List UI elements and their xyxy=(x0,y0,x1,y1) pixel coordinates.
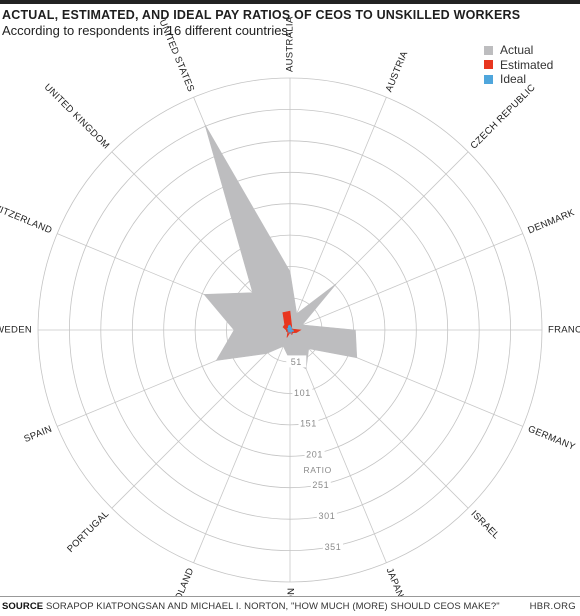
series-estimated-polygon xyxy=(282,310,302,338)
grid-ring xyxy=(163,203,417,457)
grid-ring xyxy=(100,140,480,520)
tick-layer: 51 101 151 201 251 301 351 RATIO xyxy=(286,355,343,553)
legend-label-estimated: Estimated xyxy=(500,57,554,72)
source-note: SOURCE SORAPOP KIATPONGSAN AND MICHAEL I… xyxy=(2,601,500,612)
category-label-united-states: UNITED STATES xyxy=(157,18,197,94)
tick-label-bg xyxy=(298,417,319,430)
footer-rule xyxy=(0,596,580,597)
tick-label-bg xyxy=(323,540,343,553)
category-label-denmark: DENMARK xyxy=(526,207,576,236)
category-label-austria: AUSTRIA xyxy=(384,49,411,94)
category-label-spain: SPAIN xyxy=(22,424,53,445)
legend-label-ideal: Ideal xyxy=(500,72,527,87)
legend-item-ideal: Ideal xyxy=(484,72,553,87)
category-label-japan: JAPAN xyxy=(384,566,406,596)
grid-ring xyxy=(194,234,386,426)
grid-ring xyxy=(131,171,449,489)
tick-label-bg xyxy=(292,386,313,399)
tick-label: 151 xyxy=(300,419,317,429)
legend-swatch-ideal xyxy=(484,74,493,84)
series-actual-polygon xyxy=(203,124,358,370)
tick-label: 351 xyxy=(325,542,342,552)
category-label-israel: ISRAEL xyxy=(468,509,501,542)
tick-label-bg xyxy=(316,509,337,522)
credit: HBR.ORG xyxy=(529,601,576,612)
tick-label: 101 xyxy=(294,388,311,398)
tick-label: 251 xyxy=(312,480,329,490)
tick-label-bg xyxy=(286,355,307,368)
radar-chart: 51 101 151 201 251 301 351 RATIO AUSTRALIA AUSTRI… xyxy=(0,16,580,596)
axis-title: RATIO xyxy=(304,465,332,475)
source-label: SOURCE xyxy=(2,601,44,612)
chart-subtitle: According to respondents in 16 different… xyxy=(2,23,292,38)
category-label-germany: GERMANY xyxy=(526,424,577,453)
tick-label-bg xyxy=(310,478,331,491)
legend: Actual Estimated Ideal xyxy=(484,43,553,87)
chart-title: ACTUAL, ESTIMATED, AND IDEAL PAY RATIOS … xyxy=(2,8,521,22)
tick-label: 301 xyxy=(318,511,335,521)
grid-ring xyxy=(37,77,543,583)
grid-ring xyxy=(68,108,512,552)
tick-label: 201 xyxy=(306,449,323,459)
category-label-sweden: SWEDEN xyxy=(0,325,32,336)
source-text: SORAPOP KIATPONGSAN AND MICHAEL I. NORTO… xyxy=(46,601,500,612)
legend-swatch-estimated xyxy=(484,60,493,70)
category-label-portugal: PORTUGAL xyxy=(65,509,111,555)
category-label-france: FRANCE xyxy=(548,325,580,336)
series-ideal-polygon xyxy=(286,324,294,335)
category-label-czech-republic: CZECH REPUBLIC xyxy=(469,82,538,151)
legend-label-actual: Actual xyxy=(500,43,534,58)
legend-swatch-actual xyxy=(484,45,493,55)
legend-item-estimated: Estimated xyxy=(484,58,553,73)
category-label-switzerland: SWITZERLAND xyxy=(0,199,54,236)
series-layer xyxy=(203,124,358,370)
legend-item-actual: Actual xyxy=(484,43,553,58)
category-label-poland: POLAND xyxy=(171,566,197,596)
category-label-australia: AUSTRALIA xyxy=(285,16,296,72)
category-label-united-kingdom: UNITED KINGDOM xyxy=(42,82,112,152)
category-label-norway: NORWAY xyxy=(284,588,295,596)
tick-label-bg xyxy=(304,447,325,460)
axis-title-bg xyxy=(302,463,333,476)
tick-label: 51 xyxy=(291,357,302,367)
top-rule xyxy=(0,0,580,4)
